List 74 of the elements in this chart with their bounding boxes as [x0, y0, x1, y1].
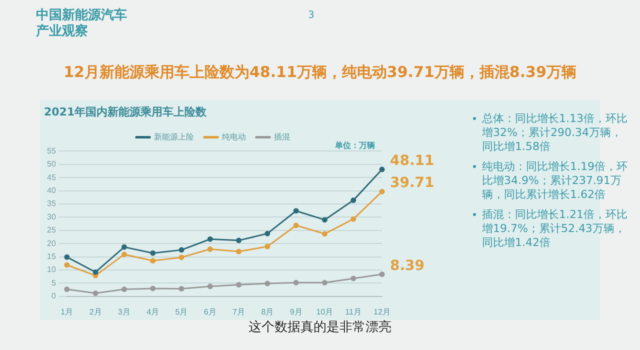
point — [121, 286, 127, 292]
point — [264, 280, 270, 286]
point — [293, 208, 299, 214]
text: 插混：同比增长1.21倍，环比增19.7%；累计52.43万辆，同比增1.42倍 — [482, 208, 628, 249]
point — [264, 244, 270, 250]
y-tick-label: 35 — [46, 199, 56, 208]
text: 这个数据真的是非常漂亮 — [248, 319, 392, 336]
point — [207, 246, 213, 252]
y-tick-label: 40 — [46, 186, 56, 196]
text: 总体：同比增长1.13倍，环比增32%；累计290.34万辆，同比增1.58倍 — [482, 112, 628, 153]
point — [379, 166, 385, 172]
legend-label: 新能源上险 — [154, 132, 194, 142]
point — [121, 244, 127, 250]
chart-subtitle: 12月新能源乘用车上险数为48.11万辆，纯电动39.71万辆，插混8.39万辆 — [62, 63, 578, 82]
point — [293, 280, 299, 286]
y-tick-label: 15 — [46, 252, 56, 262]
x-tick-label: 4月 — [146, 307, 160, 316]
point — [264, 230, 270, 236]
point — [150, 258, 156, 264]
x-tick-label: 3月 — [118, 307, 130, 316]
point — [350, 216, 356, 222]
x-tick-label: 12月 — [374, 307, 390, 316]
data-label: 8.39 — [390, 258, 425, 274]
point — [64, 286, 70, 292]
point — [121, 252, 127, 258]
point — [350, 276, 356, 282]
x-tick-label: 8月 — [261, 307, 274, 316]
point — [64, 262, 70, 268]
text: 单位：万辆 — [335, 140, 375, 151]
point — [322, 280, 328, 286]
point — [236, 282, 242, 288]
point — [178, 247, 184, 253]
y-tick-label: 55 — [46, 146, 56, 156]
point — [236, 238, 242, 244]
y-tick-label: 0 — [51, 292, 56, 301]
point — [350, 198, 356, 204]
y-tick-label: 25 — [46, 226, 56, 235]
point — [178, 254, 184, 260]
point — [207, 236, 213, 242]
legend-label: 纯电动 — [222, 132, 246, 142]
y-tick-label: 10 — [46, 265, 56, 274]
point — [150, 286, 156, 292]
text: 3 — [308, 10, 314, 21]
data-label: 39.71 — [390, 175, 434, 192]
y-tick-label: 20 — [46, 238, 56, 248]
point — [379, 188, 385, 194]
point — [236, 248, 242, 254]
x-tick-label: 1月 — [60, 307, 74, 316]
x-tick-label: 9月 — [290, 307, 302, 316]
point — [64, 254, 70, 260]
text: 纯电动：同比增长1.19倍，环比增34.9%；累计237.91万辆，同比累计增长1.62倍 — [482, 160, 628, 201]
y-tick-label: 30 — [46, 212, 56, 222]
y-tick-label: 5 — [51, 278, 56, 288]
x-tick-label: 10月 — [316, 307, 334, 316]
point — [322, 231, 328, 237]
point — [207, 284, 213, 290]
point — [293, 222, 299, 228]
point — [92, 269, 98, 275]
point — [92, 290, 98, 296]
x-tick-label: 11月 — [345, 307, 362, 316]
x-tick-label: 5月 — [175, 307, 188, 316]
chart-title: 2021年国内新能源乘用车上险数 — [44, 105, 208, 118]
y-tick-label: 50 — [46, 160, 56, 169]
text: 中国新能源汽车产业观察 — [36, 8, 128, 40]
x-tick-label: 2月 — [89, 307, 102, 316]
legend-label: 插混 — [274, 132, 290, 142]
point — [178, 286, 184, 292]
data-label: 48.11 — [390, 153, 434, 170]
point — [322, 217, 328, 223]
point — [150, 250, 156, 256]
x-tick-label: 6月 — [204, 307, 216, 316]
point — [379, 272, 385, 277]
x-tick-label: 7月 — [232, 307, 245, 316]
y-tick-label: 45 — [46, 172, 56, 182]
